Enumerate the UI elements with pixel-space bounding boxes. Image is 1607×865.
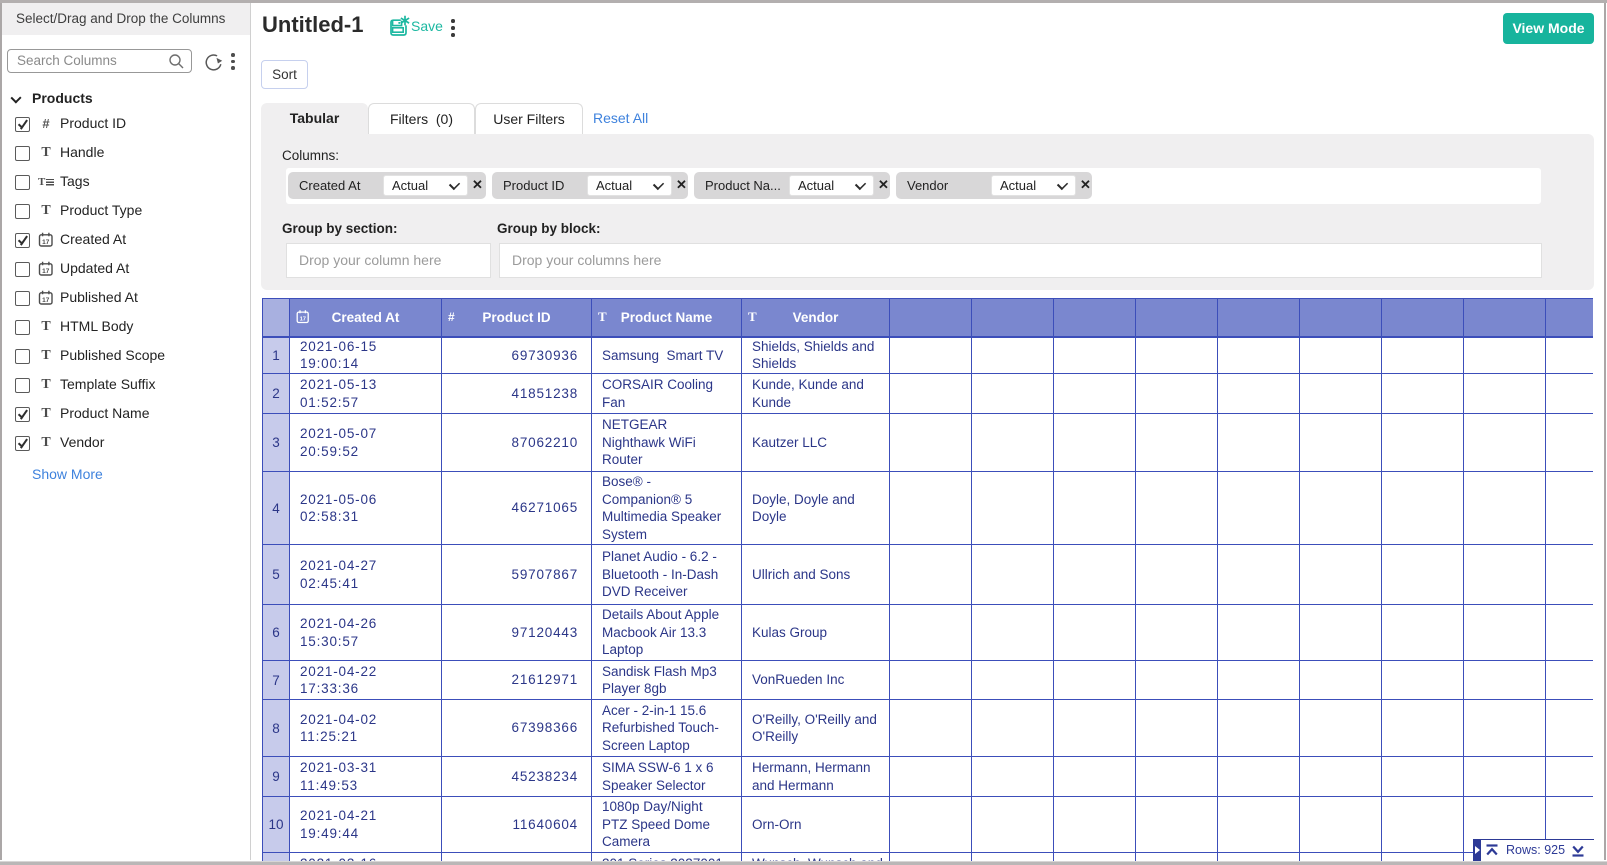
svg-text:17: 17 bbox=[42, 297, 50, 304]
svg-text:17: 17 bbox=[42, 239, 50, 246]
svg-text:17: 17 bbox=[300, 317, 306, 323]
svg-text:17: 17 bbox=[42, 268, 50, 275]
